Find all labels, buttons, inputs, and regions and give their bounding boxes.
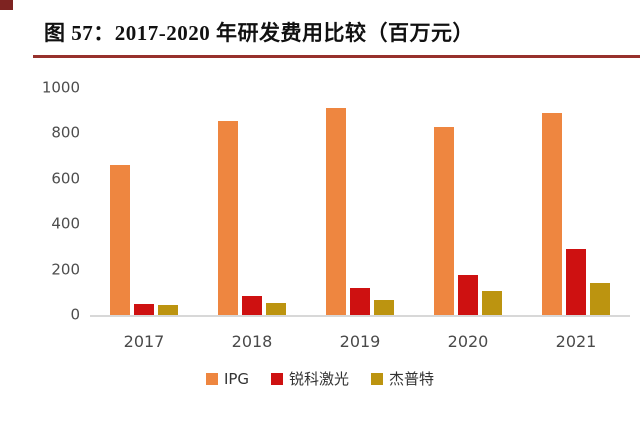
legend-item-jpt: 杰普特 [371,368,434,389]
y-tick-label: 400 [51,214,80,233]
bar-ipg-2019 [326,108,346,315]
legend-label-jpt: 杰普特 [389,370,435,388]
title-underline [33,55,640,58]
x-tick-label-2019: 2019 [339,332,381,351]
legend-swatch-raycus [271,372,284,385]
bar-jpt-2018 [266,302,286,315]
bar-jpt-2021 [590,283,610,315]
bar-group-2021 [542,112,610,315]
legend-swatch-jpt [371,372,384,385]
y-axis: 0 200 400 600 800 1000 [28,80,80,322]
bar-ipg-2017 [110,165,130,315]
y-tick-label: 600 [51,169,80,188]
bar-ipg-2020 [434,126,454,315]
y-tick-label: 0 [70,305,80,324]
bar-raycus-2020 [458,275,478,315]
bar-ipg-2018 [218,120,238,315]
bar-jpt-2017 [158,304,178,315]
figure-title: 图 57：2017-2020 年研发费用比较（百万元） [44,21,474,45]
corner-accent-square [0,0,13,10]
legend-item-raycus: 锐科激光 [271,368,349,389]
bar-raycus-2021 [566,249,586,315]
bar-ipg-2021 [542,112,562,315]
x-tick-label-2020: 2020 [447,332,489,351]
bar-raycus-2017 [134,303,154,315]
x-tick-label-2017: 2017 [123,332,165,351]
y-tick-label: 1000 [41,78,80,97]
legend-label-raycus: 锐科激光 [289,370,350,388]
x-tick-label-2021: 2021 [555,332,597,351]
y-tick-label: 200 [51,260,80,279]
bar-raycus-2019 [350,287,370,315]
bar-group-2017 [110,165,178,315]
bar-jpt-2019 [374,300,394,315]
plot-area [90,88,630,317]
x-axis: 2017 2018 2019 2020 2021 [90,332,630,351]
bar-group-2020 [434,126,502,315]
legend-swatch-ipg [205,372,218,385]
bar-raycus-2018 [242,295,262,315]
x-tick-label-2018: 2018 [231,332,273,351]
legend-item-ipg: IPG [205,369,250,388]
legend: IPG 锐科激光 杰普特 [0,368,640,389]
y-tick-label: 800 [51,123,80,142]
bar-group-2018 [218,120,286,315]
bar-group-2019 [326,108,394,315]
legend-label-ipg: IPG [223,369,250,388]
bar-jpt-2020 [482,291,502,315]
